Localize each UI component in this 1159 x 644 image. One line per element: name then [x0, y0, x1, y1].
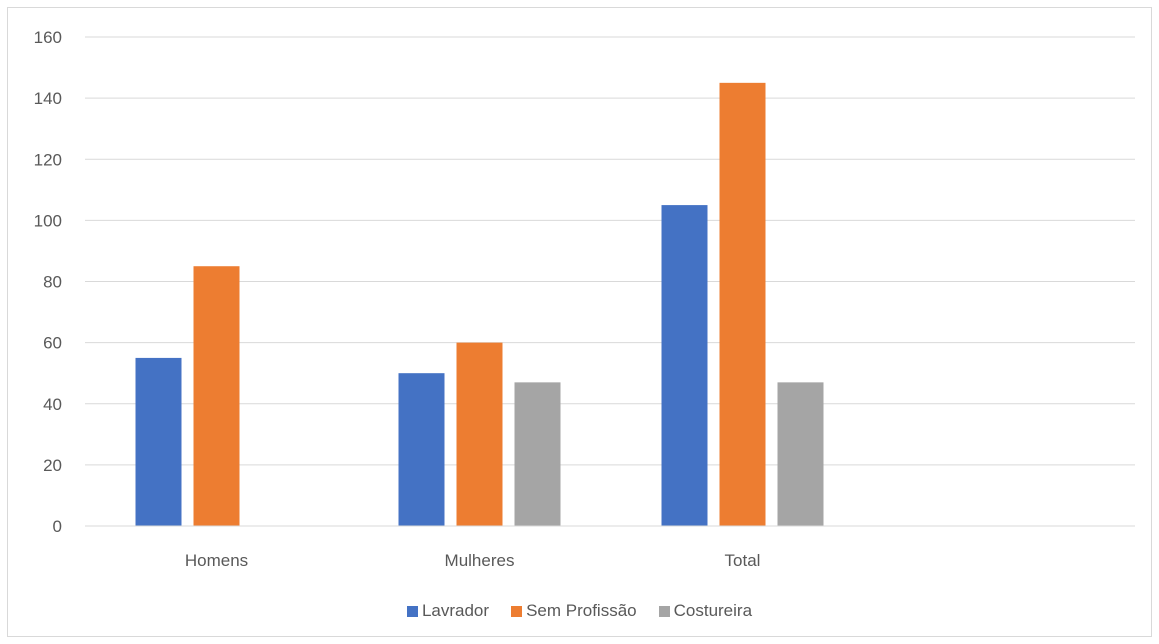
bar-lavrador-total	[661, 205, 708, 526]
y-tick-label: 60	[43, 334, 62, 353]
y-tick-label: 140	[34, 89, 62, 108]
chart-legend: Lavrador Sem Profissão Costureira	[0, 601, 1159, 621]
bar-sem-profiss-o-mulheres	[456, 342, 503, 526]
x-category-label: Homens	[185, 551, 248, 570]
bar-sem-profiss-o-total	[719, 82, 766, 526]
bar-costureira-total	[777, 382, 824, 526]
y-tick-label: 20	[43, 456, 62, 475]
legend-label: Lavrador	[421, 601, 490, 620]
x-category-label: Total	[725, 551, 761, 570]
bar-costureira-mulheres	[514, 382, 561, 526]
y-tick-label: 80	[43, 273, 62, 292]
legend-item: Sem Profissão	[511, 601, 637, 621]
y-tick-label: 120	[34, 150, 62, 169]
bar-sem-profiss-o-homens	[193, 266, 240, 526]
legend-label: Costureira	[673, 601, 753, 620]
y-tick-label: 40	[43, 395, 62, 414]
legend-swatch	[511, 605, 523, 617]
legend-label: Sem Profissão	[526, 601, 637, 620]
y-tick-label: 100	[34, 211, 62, 230]
y-tick-label: 160	[34, 28, 62, 47]
legend-item: Costureira	[658, 601, 753, 621]
bar-lavrador-homens	[135, 357, 182, 526]
legend-item: Lavrador	[406, 601, 490, 621]
legend-swatch	[658, 605, 670, 617]
legend-swatch	[406, 605, 418, 617]
x-category-label: Mulheres	[445, 551, 515, 570]
y-tick-label: 0	[53, 517, 62, 536]
bar-lavrador-mulheres	[398, 373, 445, 526]
